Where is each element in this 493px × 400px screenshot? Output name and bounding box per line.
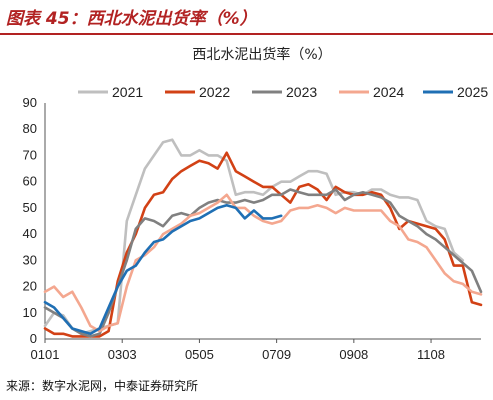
x-tick-label: 0303 [108, 347, 137, 362]
y-axis: 0 10 20 30 40 50 60 70 80 90 [23, 95, 46, 346]
y-tick-label: 60 [23, 174, 37, 189]
y-tick-label: 20 [23, 279, 37, 294]
x-tick-label: 0908 [339, 347, 368, 362]
chart-title: 西北水泥出货率（%） [192, 46, 331, 63]
y-tick-label: 80 [23, 121, 37, 136]
line-chart: 西北水泥出货率（%） 2021 2022 2023 2024 2025 0 10 20 30 4… [23, 46, 489, 362]
series-line-2025 [43, 204, 283, 336]
series-line-2021 [43, 138, 465, 336]
x-tick-label: 0709 [262, 347, 291, 362]
y-tick-label: 10 [23, 305, 37, 320]
x-tick-label: 0505 [185, 347, 214, 362]
title-rule [0, 33, 493, 35]
y-tick-label: 30 [23, 252, 37, 267]
legend-label-2023: 2023 [286, 84, 317, 100]
legend-label-2022: 2022 [199, 84, 230, 100]
legend-label-2025: 2025 [457, 84, 488, 100]
y-tick-label: 90 [23, 95, 37, 110]
figure-title: 图表 45：西北水泥出货率（%） [6, 9, 257, 29]
y-tick-label: 40 [23, 226, 37, 241]
y-tick-label: 0 [30, 331, 37, 346]
y-tick-label: 70 [23, 147, 37, 162]
legend-label-2021: 2021 [112, 84, 143, 100]
x-axis: 0101 0303 0505 0709 0908 1108 [31, 338, 481, 362]
legend: 2021 2022 2023 2024 2025 [78, 84, 488, 100]
legend-label-2024: 2024 [373, 84, 404, 100]
series-lines [43, 138, 483, 338]
x-tick-label: 0101 [31, 347, 60, 362]
y-tick-label: 50 [23, 200, 37, 215]
series-line-2024 [43, 193, 483, 333]
x-tick-label: 1108 [417, 347, 445, 362]
source-note: 来源：数字水泥网，中泰证券研究所 [6, 379, 199, 393]
